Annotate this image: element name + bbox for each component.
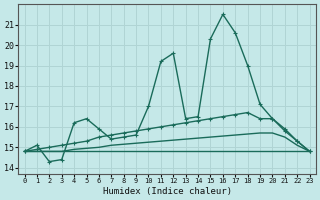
- X-axis label: Humidex (Indice chaleur): Humidex (Indice chaleur): [103, 187, 232, 196]
